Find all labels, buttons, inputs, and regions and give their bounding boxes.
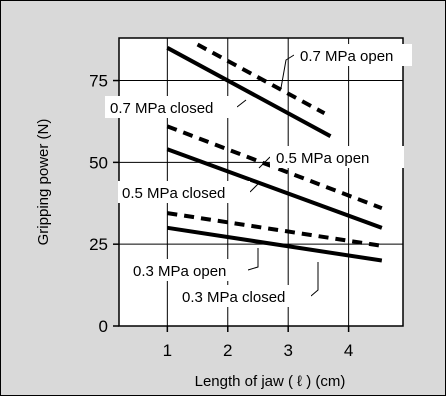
series-label: 0.3 MPa closed	[182, 289, 285, 306]
tick-labels: 1 2 3 4 0 25 50 75	[89, 72, 353, 360]
series-label-bg	[105, 96, 237, 118]
series-line-1	[166, 46, 332, 138]
x-tick-label: 3	[283, 341, 292, 360]
series-label: 0.7 MPa open	[300, 48, 393, 65]
series-label-bg	[270, 146, 404, 168]
series-label: 0.3 MPa open	[133, 263, 226, 280]
y-tick-label: 0	[99, 317, 108, 336]
y-axis-label: Gripping power (N)	[35, 119, 52, 246]
y-tick-label: 75	[89, 72, 108, 91]
series-labels: 0.7 MPa open 0.7 MPa closed 0.5 MPa open 0.…	[105, 44, 412, 307]
callout-leader	[249, 183, 259, 193]
series-label-bg	[118, 181, 250, 203]
callout-leader	[236, 99, 247, 108]
series-label: 0.5 MPa closed	[122, 185, 225, 202]
series-line-5	[167, 225, 383, 263]
x-tick-label: 2	[223, 341, 232, 360]
x-tick-label: 1	[163, 341, 172, 360]
axis-ticks	[113, 79, 350, 332]
series-label-bg	[177, 285, 311, 307]
series-lines	[166, 42, 383, 263]
x-tick-label: 4	[344, 341, 353, 360]
x-axis-label: Length of jaw ( ℓ ) (cm)	[195, 373, 346, 390]
callout-leader	[247, 248, 259, 271]
series-line-4	[167, 211, 383, 248]
series-line-2	[166, 124, 383, 211]
y-tick-label: 25	[89, 235, 108, 254]
series-callouts	[236, 54, 319, 297]
callout-leader	[310, 262, 319, 297]
series-line-3	[166, 147, 383, 230]
series-label-bg	[294, 44, 412, 66]
series-line-0	[196, 42, 326, 116]
series-label-bg	[128, 259, 248, 281]
callout-leader	[258, 156, 271, 169]
series-label: 0.5 MPa open	[276, 150, 369, 167]
callout-leader	[280, 54, 295, 89]
series-label: 0.7 MPa closed	[110, 100, 213, 117]
y-tick-label: 50	[89, 153, 108, 172]
